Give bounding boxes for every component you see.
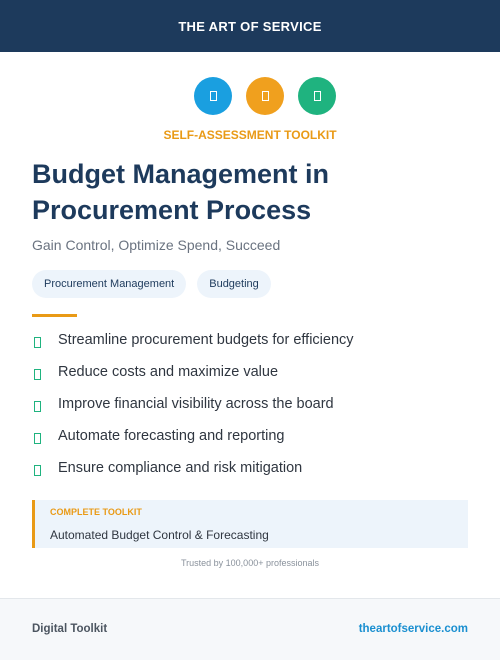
feature-text: Improve financial visibility across the … [58, 396, 334, 412]
check-icon [34, 337, 41, 348]
trust-note: Trusted by 100,000+ professionals [180, 558, 319, 568]
tag: Procurement Management [32, 270, 187, 298]
check-icon [34, 433, 41, 444]
badge: SELF-ASSESSMENT TOOLKIT [163, 128, 337, 142]
check-icon [34, 401, 41, 412]
footer-left: Digital Toolkit [32, 623, 108, 635]
feature-list: Streamline procurement budgets for effic… [32, 332, 354, 492]
feature: Reduce costs and maximize value [32, 364, 354, 396]
icon [194, 77, 232, 115]
title: Budget Management in Procurement Process [32, 159, 330, 225]
feature: Automate forecasting and reporting [32, 428, 354, 460]
feature: Improve financial visibility across the … [32, 396, 354, 428]
check-icon [34, 369, 41, 380]
feature: Streamline procurement budgets for effic… [32, 332, 354, 364]
callout-text: Automated Budget Control & Forecasting [50, 528, 269, 542]
footer: Digital Toolkit theartofservice.com [0, 598, 500, 660]
feature-text: Reduce costs and maximize value [58, 364, 279, 380]
header: THE ART OF SERVICE [0, 0, 500, 52]
subtitle: Gain Control, Optimize Spend, Succeed [32, 237, 281, 253]
callout-label: COMPLETE TOOLKIT [50, 507, 142, 517]
feature: Ensure compliance and risk mitigation [32, 460, 354, 492]
check-icon [34, 465, 41, 476]
footer-link[interactable]: theartofservice.com [358, 623, 468, 635]
icon [246, 77, 284, 115]
tag: Budgeting [197, 270, 271, 298]
feature-text: Streamline procurement budgets for effic… [58, 332, 354, 348]
icon [298, 77, 336, 115]
feature-text: Ensure compliance and risk mitigation [58, 460, 303, 476]
callout: COMPLETE TOOLKIT Automated Budget Contro… [32, 500, 468, 548]
feature-text: Automate forecasting and reporting [58, 428, 285, 444]
tags: Procurement Management Budgeting [32, 270, 271, 298]
accent-rule [32, 314, 77, 317]
brand: THE ART OF SERVICE [178, 18, 322, 34]
